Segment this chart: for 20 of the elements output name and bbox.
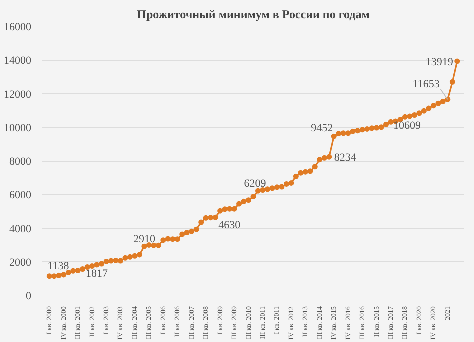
y-tick-label: 2000 (10, 256, 32, 269)
chart-title: Прожиточный минимум в России по годам (137, 8, 370, 22)
y-tick-label: 14000 (4, 55, 32, 68)
data-label: 13919 (426, 56, 454, 68)
data-label: 8234 (334, 152, 357, 164)
y-tick-label: 16000 (4, 22, 32, 34)
data-label: 1138 (48, 260, 70, 272)
data-label: 6209 (244, 178, 267, 190)
y-tick-label: 0 (26, 290, 32, 302)
y-tick-label: 10000 (4, 122, 32, 134)
data-label: 2910 (133, 234, 156, 246)
y-tick-label: 4000 (10, 223, 32, 236)
data-label: 11653 (412, 78, 440, 91)
data-label: 4630 (218, 220, 242, 232)
y-tick-label: 8000 (10, 156, 32, 168)
y-tick-label: 12000 (4, 88, 32, 101)
data-label: 9452 (311, 122, 334, 135)
y-tick-label: 6000 (10, 190, 32, 202)
data-label: 10609 (393, 120, 422, 132)
data-label: 1817 (86, 268, 109, 280)
